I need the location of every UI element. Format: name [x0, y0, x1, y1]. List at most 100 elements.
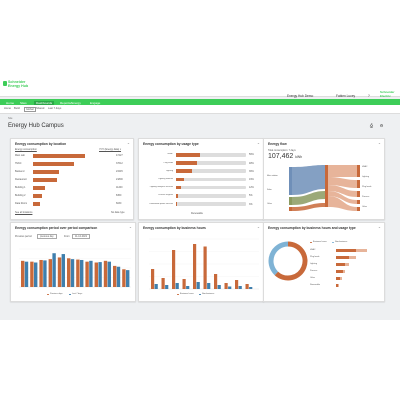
legend-label: Business hours: [313, 241, 327, 243]
top-bar: [0, 76, 400, 97]
usage-bar[interactable]: [176, 185, 182, 190]
card-title: Energy flow: [268, 142, 287, 146]
sankey-link-1: [292, 165, 325, 195]
business-bar-1-6: [217, 285, 221, 289]
bh-bar-business[interactable]: [336, 249, 356, 252]
bh-bar-business[interactable]: [336, 270, 343, 273]
nav-item-engage[interactable]: Engage: [90, 100, 101, 105]
business-bar-1-1: [165, 285, 169, 289]
card-menu-icon[interactable]: ⌄: [377, 141, 381, 145]
nav-item-dashboards[interactable]: Dashboards: [34, 100, 55, 105]
bh-row-label: HVAC: [310, 249, 316, 251]
usage-bar-track: [176, 153, 246, 157]
usage-bar[interactable]: [176, 153, 201, 157]
period-bar-0-4: [57, 257, 62, 287]
period-bar-1-10: [116, 266, 121, 287]
usage-row-label: HVAC: [167, 153, 173, 156]
usage-bar[interactable]: [176, 194, 179, 198]
location-bar[interactable]: [33, 170, 59, 174]
bh-bar-nonbusiness[interactable]: [342, 270, 346, 273]
help-icon[interactable]: ?: [368, 94, 370, 98]
bh-bar-nonbusiness[interactable]: [355, 249, 367, 252]
period-bar-0-11: [122, 269, 126, 287]
flow-sink-label: Other: [362, 206, 368, 208]
usage-row-value: 36%: [249, 169, 254, 173]
subnav-item-global[interactable]: Global: [24, 107, 36, 112]
period-bar-0-3: [48, 259, 52, 287]
location-filter-2[interactable]: YOY (Energy data) v: [99, 148, 122, 151]
period-select[interactable]: previous day: [37, 234, 57, 239]
card-location: Energy consumption by location ⌄ Energy …: [10, 138, 134, 220]
period-bar-1-8: [98, 262, 102, 287]
legend-swatch: [332, 241, 334, 244]
flow-total: 107,462 kWh: [268, 153, 302, 160]
subnav-item-home[interactable]: Home: [4, 107, 11, 110]
location-bar[interactable]: [33, 194, 43, 198]
location-row-value: 21800: [116, 178, 123, 182]
bh-bar-business[interactable]: [336, 263, 345, 266]
nav-item-home[interactable]: Home: [6, 100, 15, 105]
legend-swatch: [199, 293, 201, 296]
business-bar-0-3: [182, 279, 186, 289]
location-row-value: 37612: [116, 162, 123, 166]
usage-row-label: Lighting analytics services: [149, 186, 173, 189]
user-menu[interactable]: Fabien Lucey: [336, 94, 356, 98]
period-chart: [19, 248, 131, 288]
period-date-input[interactable]: 11-12-2021: [72, 234, 91, 239]
location-row-value: 11200: [116, 186, 123, 190]
flow-sink-label: HVAC: [362, 166, 368, 168]
nav-item-sites[interactable]: Sites: [20, 100, 27, 105]
usage-bar[interactable]: [176, 202, 178, 206]
usage-bar[interactable]: [176, 161, 197, 165]
subnav-item-build[interactable]: Build: [14, 107, 20, 110]
bh-bar-nonbusiness[interactable]: [340, 277, 343, 280]
bh-bar-business[interactable]: [336, 256, 350, 259]
card-menu-icon[interactable]: ⌄: [256, 225, 260, 229]
nav-item-reports-energy[interactable]: Reports/Energy: [60, 100, 81, 105]
business-chart: [149, 238, 259, 290]
card-title: Energy consumption period over period co…: [15, 226, 98, 230]
location-row-value: 47427: [116, 154, 123, 158]
brand-logo-icon: [3, 81, 7, 86]
period-bar-0-1: [30, 261, 34, 287]
period-bar-1-7: [89, 260, 93, 287]
print-icon[interactable]: ⎙: [369, 123, 374, 128]
site-selector[interactable]: Energy Hub Demo: [287, 94, 314, 98]
bh-bar-business[interactable]: [336, 277, 341, 280]
see-all-link[interactable]: See all locations: [15, 211, 33, 214]
business-bar-0-1: [161, 278, 165, 289]
subnav-item-shared[interactable]: Shared: [36, 107, 45, 110]
usage-row-label: Plug loads: [163, 161, 173, 164]
usage-bar[interactable]: [176, 177, 185, 182]
location-bar[interactable]: [33, 178, 57, 182]
bh-bar-nonbusiness[interactable]: [338, 284, 340, 287]
card-menu-icon[interactable]: ⌄: [377, 225, 381, 229]
usage-bar[interactable]: [176, 169, 192, 173]
usage-row-label: Lighting: [165, 169, 173, 172]
card-menu-icon[interactable]: ⌄: [126, 141, 130, 145]
usage-row-value: 48%: [249, 161, 254, 165]
usage-bar-track: [176, 169, 246, 173]
card-usage: Energy consumption by usage type ⌄ Renew…: [138, 138, 264, 220]
location-filter[interactable]: Energy consumption: [15, 148, 37, 151]
breadcrumb[interactable]: Site: [8, 117, 13, 120]
brand-line2: Energy Hub: [8, 84, 29, 88]
period-bar-1-4: [61, 254, 65, 287]
settings-icon[interactable]: ⚙: [379, 123, 384, 128]
usage-row-label: Renewable power sources: [149, 202, 173, 205]
location-row-label: Restaurant: [15, 178, 27, 182]
location-bar[interactable]: [33, 186, 46, 190]
card-menu-icon[interactable]: ⌄: [256, 141, 260, 145]
location-bar[interactable]: [33, 162, 75, 166]
usage-row-value: 56%: [249, 153, 254, 157]
subnav-item-last-7-days[interactable]: Last 7 days: [48, 107, 62, 110]
location-bar[interactable]: [33, 202, 40, 206]
card-menu-icon[interactable]: ⌄: [128, 225, 132, 229]
business-bar-1-9: [249, 287, 253, 289]
bh-bar-nonbusiness[interactable]: [344, 263, 350, 266]
donut-slice-0: [274, 241, 308, 281]
location-bar[interactable]: [33, 154, 85, 158]
bh-bar-business[interactable]: [336, 284, 339, 287]
bh-bar-nonbusiness[interactable]: [349, 256, 356, 259]
brand-logo[interactable]: Schneider Energy Hub: [8, 80, 28, 88]
